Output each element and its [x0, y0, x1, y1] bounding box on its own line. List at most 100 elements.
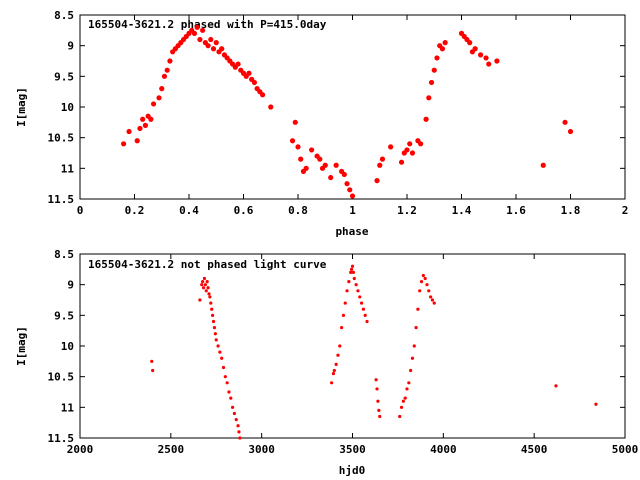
data-point [356, 289, 360, 293]
x-tick-label: 5000 [612, 443, 639, 456]
data-point [150, 101, 157, 107]
data-point [156, 95, 162, 101]
data-point [213, 332, 217, 336]
data-point [594, 402, 598, 406]
y-tick-label: 10.5 [48, 371, 75, 384]
data-point [349, 270, 353, 274]
data-point [207, 292, 211, 296]
data-point [259, 92, 266, 98]
data-point [419, 280, 424, 284]
data-point [161, 73, 168, 79]
y-ticks: 8.5 9 9.5 10 10.5 11 11.5 [48, 248, 625, 445]
data-point [225, 381, 229, 385]
data-point [405, 387, 409, 391]
data-point [232, 411, 237, 416]
data-point [204, 289, 208, 293]
data-point [486, 61, 492, 67]
data-points [150, 264, 598, 440]
data-point [200, 27, 206, 33]
data-point [407, 381, 411, 385]
data-point [431, 67, 437, 73]
data-point [378, 414, 382, 419]
data-point [567, 128, 574, 135]
y-tick-label: 9.5 [54, 70, 74, 83]
data-point [236, 424, 240, 428]
data-point [328, 174, 334, 181]
data-point [442, 40, 448, 46]
x-tick-label: 3500 [339, 443, 366, 456]
data-point [423, 116, 429, 122]
data-point [218, 350, 222, 354]
data-point [216, 344, 220, 348]
data-point [237, 430, 241, 434]
data-point [137, 125, 143, 132]
x-axis-label: hjd0 [339, 464, 366, 477]
data-point [352, 276, 356, 281]
data-point [404, 147, 410, 153]
y-tick-label: 8.5 [54, 248, 74, 261]
x-tick-label: 4500 [521, 443, 548, 456]
data-point [331, 372, 336, 376]
data-point [134, 138, 140, 144]
y-tick-label: 10 [61, 340, 74, 353]
data-points [121, 24, 574, 199]
data-point [202, 276, 207, 281]
data-point [200, 283, 204, 287]
plot-frame [79, 253, 626, 439]
x-tick-label: 1.6 [506, 204, 526, 217]
data-point [292, 119, 298, 125]
data-point [349, 193, 356, 199]
data-point [409, 150, 416, 156]
data-point [164, 67, 170, 73]
data-point [347, 280, 351, 284]
data-point [340, 326, 344, 330]
data-point [197, 36, 203, 43]
x-tick-label: 0.8 [288, 204, 308, 217]
y-tick-label: 8.5 [54, 9, 74, 22]
data-point [191, 30, 198, 36]
data-point [427, 289, 431, 293]
data-point [209, 301, 213, 305]
data-point [554, 384, 558, 388]
data-point [303, 165, 309, 171]
data-point [483, 55, 489, 61]
plot-frame [79, 14, 626, 200]
data-point [309, 147, 315, 153]
x-tick-label: 0 [77, 204, 84, 217]
data-point [332, 368, 336, 373]
data-point [229, 396, 233, 400]
data-point [361, 307, 365, 311]
data-point [399, 405, 404, 409]
data-point [562, 119, 568, 125]
x-tick-label: 0.6 [234, 204, 254, 217]
data-point [432, 301, 436, 305]
chart-title: 165504-3621.2 phased with P=415.0day [88, 18, 327, 31]
data-point [203, 283, 207, 287]
data-point [428, 79, 435, 86]
y-tick-label: 11 [61, 162, 75, 175]
data-point [414, 326, 418, 330]
data-point [345, 289, 349, 293]
data-point [426, 95, 432, 101]
data-point [341, 313, 346, 317]
data-point [401, 399, 405, 403]
x-tick-label: 2500 [158, 443, 185, 456]
data-point [220, 356, 224, 360]
data-point [344, 181, 350, 187]
data-point [212, 326, 217, 330]
data-point [148, 116, 154, 122]
data-point [425, 283, 429, 287]
data-point [221, 365, 226, 370]
data-point [376, 399, 380, 403]
data-point [213, 40, 219, 46]
y-tick-label: 9 [67, 279, 74, 292]
data-point [412, 344, 416, 348]
data-point [210, 46, 217, 52]
y-axis-label: I[mag] [15, 326, 28, 366]
data-point [439, 46, 446, 52]
data-point [434, 55, 440, 61]
data-point [398, 414, 402, 419]
data-point [377, 408, 381, 412]
data-point [354, 283, 358, 287]
data-point [317, 156, 323, 162]
